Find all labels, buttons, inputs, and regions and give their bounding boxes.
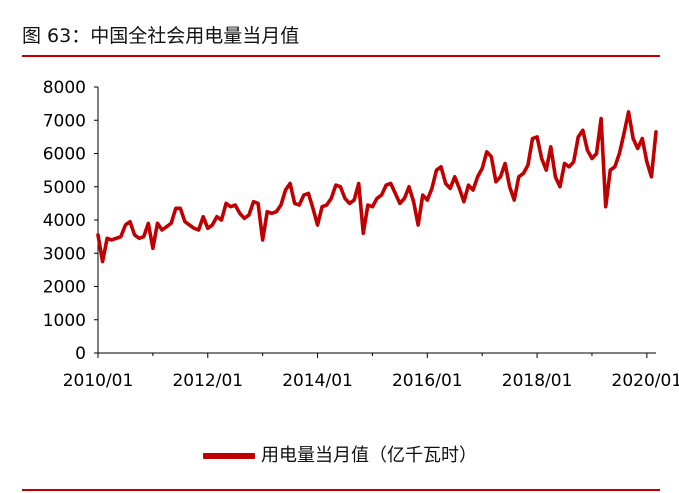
x-axis-tick-labels: 2010/01 2012/01 2014/01 2016/01 2018/01 2020/… [63, 371, 679, 391]
legend-label: 用电量当月值（亿千瓦时） [261, 445, 477, 466]
header-rule [22, 55, 660, 57]
chart-axes [94, 86, 656, 358]
series-layer [96, 110, 658, 264]
y-tick-label: 0 [75, 344, 86, 364]
x-tick-label: 2010/01 [63, 371, 134, 391]
y-tick-label: 8000 [43, 78, 86, 98]
y-tick-label: 3000 [43, 244, 86, 264]
x-tick-label: 2020/01 [612, 371, 679, 391]
y-tick-label: 4000 [43, 211, 86, 231]
y-tick-label: 1000 [43, 311, 86, 331]
line-chart: 0 1000 2000 3000 4000 5000 6000 7000 8000 2010/0… [43, 78, 679, 391]
y-tick-label: 7000 [43, 111, 86, 131]
footer-rule [22, 489, 660, 491]
x-tick-label: 2018/01 [502, 371, 573, 391]
y-tick-label: 5000 [43, 178, 86, 198]
legend: 用电量当月值（亿千瓦时） [203, 443, 477, 469]
y-tick-label: 2000 [43, 278, 86, 298]
chart-title: 图 63：中国全社会用电量当月值 [22, 25, 300, 47]
series-line-electricity-consumption [96, 110, 658, 264]
legend-swatch [203, 453, 255, 459]
y-axis-tick-labels: 0 1000 2000 3000 4000 5000 6000 7000 8000 [43, 78, 86, 364]
x-tick-label: 2014/01 [282, 371, 353, 391]
x-tick-label: 2012/01 [172, 371, 243, 391]
x-tick-label: 2016/01 [392, 371, 463, 391]
y-tick-label: 6000 [43, 145, 86, 165]
